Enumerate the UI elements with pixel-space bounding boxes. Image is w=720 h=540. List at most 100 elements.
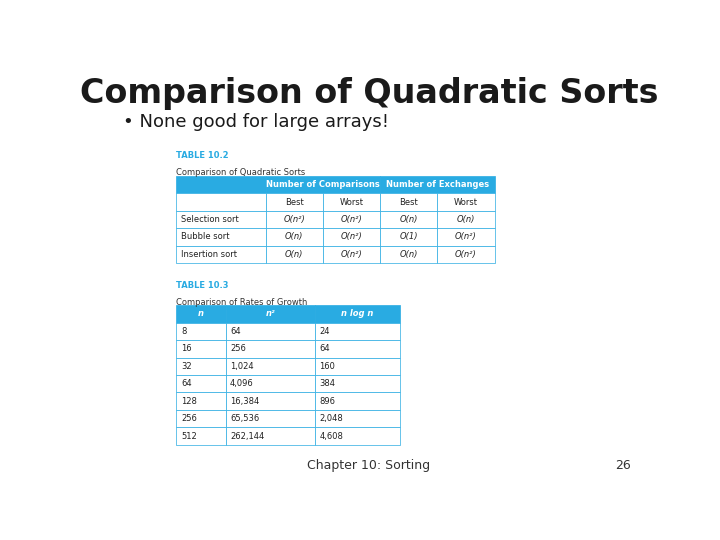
Bar [176,322,225,340]
Text: 384: 384 [320,379,336,388]
Text: Chapter 10: Sorting: Chapter 10: Sorting [307,460,431,472]
Text: Bubble sort: Bubble sort [181,232,230,241]
Text: O(n²): O(n²) [455,250,477,259]
Bar [176,305,225,322]
Bar [437,246,495,263]
Bar [225,322,315,340]
Text: Comparison of Quadratic Sorts: Comparison of Quadratic Sorts [176,168,306,177]
Text: TABLE 10.3: TABLE 10.3 [176,281,229,290]
Text: Selection sort: Selection sort [181,215,239,224]
Text: 64: 64 [320,345,330,353]
Text: 4,608: 4,608 [320,431,343,441]
Bar [315,305,400,322]
Text: Worst: Worst [339,198,364,206]
Text: 256: 256 [181,414,197,423]
Bar [225,393,315,410]
Bar [176,228,266,246]
Text: O(n²): O(n²) [341,250,362,259]
Text: 26: 26 [616,460,631,472]
Text: 512: 512 [181,431,197,441]
Bar [380,246,437,263]
Text: 16,384: 16,384 [230,397,259,406]
Text: 64: 64 [181,379,192,388]
Text: Worst: Worst [454,198,478,206]
Text: 65,536: 65,536 [230,414,259,423]
Bar [323,211,380,228]
Text: Insertion sort: Insertion sort [181,250,237,259]
Text: 64: 64 [230,327,240,336]
Text: O(n²): O(n²) [455,232,477,241]
Text: 8: 8 [181,327,186,336]
Text: 256: 256 [230,345,246,353]
Bar [266,176,380,193]
Bar [176,211,266,228]
Text: • None good for large arrays!: • None good for large arrays! [124,113,390,131]
Text: O(n²): O(n²) [341,232,362,241]
Bar [176,193,266,211]
Bar [380,228,437,246]
Text: O(n²): O(n²) [341,215,362,224]
Bar [266,211,323,228]
Bar [323,246,380,263]
Text: 1,024: 1,024 [230,362,253,371]
Text: n: n [198,309,204,319]
Text: O(n²): O(n²) [283,215,305,224]
Bar [176,427,225,445]
Bar [225,375,315,393]
Bar [315,357,400,375]
Bar [315,322,400,340]
Bar [323,193,380,211]
Text: Number of Comparisons: Number of Comparisons [266,180,379,189]
Text: O(n): O(n) [285,232,303,241]
Bar [323,228,380,246]
Text: n log n: n log n [341,309,374,319]
Bar [437,193,495,211]
Text: n²: n² [266,309,275,319]
Bar [315,427,400,445]
Text: TABLE 10.2: TABLE 10.2 [176,151,229,160]
Text: O(n): O(n) [285,250,303,259]
Text: O(1): O(1) [400,232,418,241]
Bar [176,375,225,393]
Text: 2,048: 2,048 [320,414,343,423]
Text: Comparison of Quadratic Sorts: Comparison of Quadratic Sorts [80,77,658,110]
Text: Best: Best [285,198,304,206]
Bar [176,176,266,193]
Text: 16: 16 [181,345,192,353]
Text: 160: 160 [320,362,336,371]
Bar [225,357,315,375]
Text: O(n): O(n) [456,215,475,224]
Bar [380,193,437,211]
Bar [437,228,495,246]
Bar [315,393,400,410]
Text: Best: Best [400,198,418,206]
Bar [315,375,400,393]
Bar [176,340,225,357]
Bar [380,176,495,193]
Bar [225,305,315,322]
Text: 262,144: 262,144 [230,431,264,441]
Bar [176,393,225,410]
Text: Number of Exchanges: Number of Exchanges [386,180,489,189]
Bar [266,193,323,211]
Text: Comparison of Rates of Growth: Comparison of Rates of Growth [176,298,308,307]
Bar [380,211,437,228]
Text: 32: 32 [181,362,192,371]
Text: 896: 896 [320,397,336,406]
Text: O(n): O(n) [400,215,418,224]
Bar [225,427,315,445]
Bar [176,410,225,427]
Text: 128: 128 [181,397,197,406]
Bar [266,246,323,263]
Text: 4,096: 4,096 [230,379,254,388]
Bar [176,357,225,375]
Text: O(n): O(n) [400,250,418,259]
Bar [266,228,323,246]
Bar [176,246,266,263]
Bar [437,211,495,228]
Bar [225,340,315,357]
Bar [225,410,315,427]
Text: 24: 24 [320,327,330,336]
Bar [315,410,400,427]
Bar [315,340,400,357]
